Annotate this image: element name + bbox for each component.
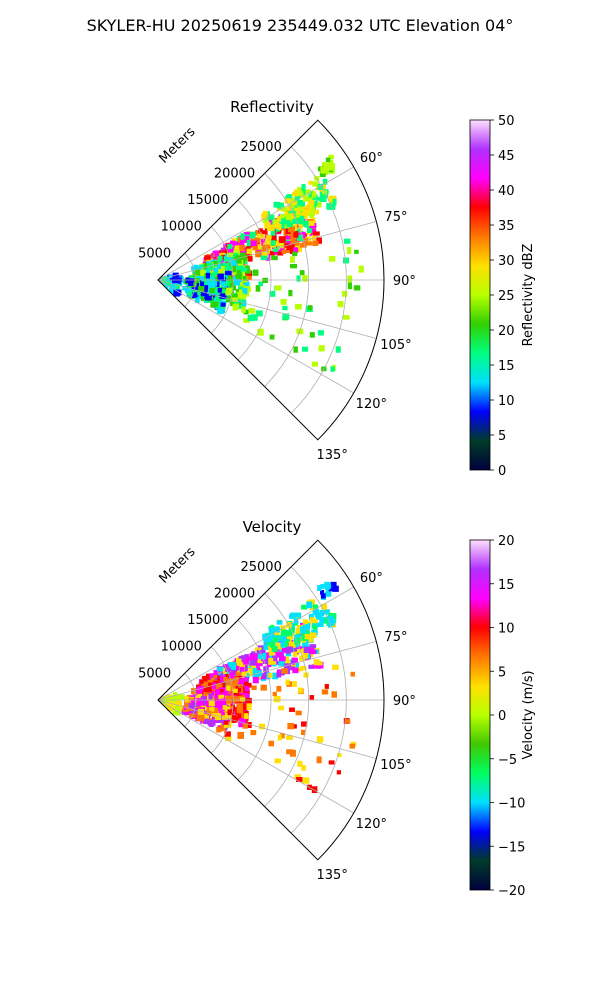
colorbar-label: Velocity (m/s) xyxy=(521,670,536,759)
reflectivity-panel: Reflectivity 5000 10000 15000 20000 25000 60° 7… xyxy=(138,98,536,479)
colorbar-tick-label: 20 xyxy=(498,324,515,339)
azimuth-tick-label: 90° xyxy=(393,694,416,709)
azimuth-tick-label: 60° xyxy=(360,151,383,166)
azimuth-spoke xyxy=(157,699,377,759)
figure-title: SKYLER-HU 20250619 235449.032 UTC Elevat… xyxy=(86,16,514,35)
colorbar-tick-label: 5 xyxy=(498,665,506,680)
colorbar-tick-label: 20 xyxy=(498,534,515,549)
chart-title: Velocity xyxy=(243,518,302,536)
azimuth-spoke xyxy=(157,586,354,701)
colorbar-tick-label: 40 xyxy=(498,184,515,199)
range-tick-label: 5000 xyxy=(138,246,171,261)
range-tick-label: 10000 xyxy=(161,220,202,235)
colorbar-tick-label: 50 xyxy=(498,114,515,129)
azimuth-tick-label: 120° xyxy=(356,397,387,412)
range-axis-label: Meters xyxy=(157,544,199,586)
echo-field xyxy=(159,154,364,372)
colorbar-tick-label: −10 xyxy=(498,797,525,812)
colorbar-tick-label: 0 xyxy=(498,709,506,724)
colorbar-tick-label: 15 xyxy=(498,359,515,374)
azimuth-spoke xyxy=(157,699,354,814)
azimuth-spoke xyxy=(157,221,377,281)
azimuth-spoke xyxy=(157,279,354,394)
colorbar-tick-label: 0 xyxy=(498,464,506,479)
colorbar-tick-label: 35 xyxy=(498,219,515,234)
range-tick-label: 5000 xyxy=(138,666,171,681)
azimuth-spoke xyxy=(157,279,377,339)
range-axis-label: Meters xyxy=(157,124,199,166)
azimuth-spoke xyxy=(157,641,377,701)
range-tick-label: 15000 xyxy=(187,613,228,628)
range-tick-label: 15000 xyxy=(187,193,228,208)
colorbar xyxy=(469,539,491,891)
azimuth-tick-label: 135° xyxy=(317,868,348,883)
colorbar-tick-label: 10 xyxy=(498,622,515,637)
range-tick-label: 25000 xyxy=(240,140,281,155)
azimuth-spoke xyxy=(157,166,354,281)
colorbar-tick-label: 25 xyxy=(498,289,515,304)
sector-outline xyxy=(157,119,385,441)
azimuth-tick-label: 105° xyxy=(380,758,411,773)
colorbar-tick-label: −15 xyxy=(498,840,525,855)
colorbar-tick-label: 45 xyxy=(498,149,515,164)
azimuth-tick-label: 75° xyxy=(384,630,407,645)
azimuth-tick-label: 90° xyxy=(393,274,416,289)
colorbar-tick-label: 10 xyxy=(498,394,515,409)
range-tick-label: 20000 xyxy=(214,166,255,181)
colorbar-tick-label: 15 xyxy=(498,578,515,593)
azimuth-tick-label: 75° xyxy=(384,210,407,225)
range-tick-label: 25000 xyxy=(240,560,281,575)
azimuth-tick-label: 105° xyxy=(380,338,411,353)
colorbar-tick-label: 30 xyxy=(498,254,515,269)
colorbar-tick-label: 5 xyxy=(498,429,506,444)
colorbar-label: Reflectivity dBZ xyxy=(521,244,536,347)
azimuth-tick-label: 60° xyxy=(360,571,383,586)
azimuth-tick-label: 120° xyxy=(356,817,387,832)
colorbar-tick-label: −20 xyxy=(498,884,525,899)
azimuth-tick-label: 135° xyxy=(317,448,348,463)
range-tick-label: 20000 xyxy=(214,586,255,601)
colorbar xyxy=(469,119,491,471)
range-tick-label: 10000 xyxy=(161,640,202,655)
sector-outline xyxy=(157,539,385,861)
colorbar-tick-label: −5 xyxy=(498,753,517,768)
chart-title: Reflectivity xyxy=(230,98,314,116)
velocity-panel: Velocity 5000 10000 15000 20000 25000 60° 75° 90… xyxy=(138,518,536,899)
